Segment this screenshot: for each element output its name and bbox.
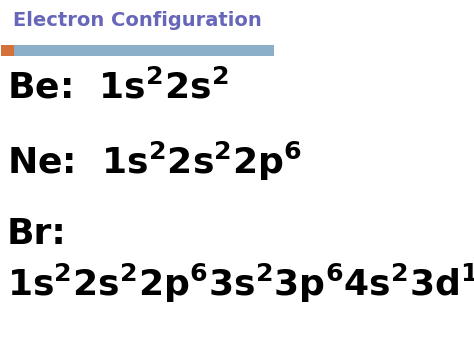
Text: $\mathbf{1s^{2}2s^{2}2p^{6}3s^{2}3p^{6}4s^{2}3d^{10}4p^{5}}$: $\mathbf{1s^{2}2s^{2}2p^{6}3s^{2}3p^{6}4…: [7, 262, 474, 305]
Text: Br:: Br:: [7, 217, 66, 251]
Text: Electron Configuration: Electron Configuration: [13, 11, 262, 30]
Text: Ne:  $\mathbf{1s^{2}2s^{2}2p^{6}}$: Ne: $\mathbf{1s^{2}2s^{2}2p^{6}}$: [7, 140, 302, 183]
Bar: [14, 45, 273, 56]
Text: Be:  $\mathbf{1s^{2}2s^{2}}$: Be: $\mathbf{1s^{2}2s^{2}}$: [7, 70, 228, 106]
Bar: [1, 45, 14, 56]
